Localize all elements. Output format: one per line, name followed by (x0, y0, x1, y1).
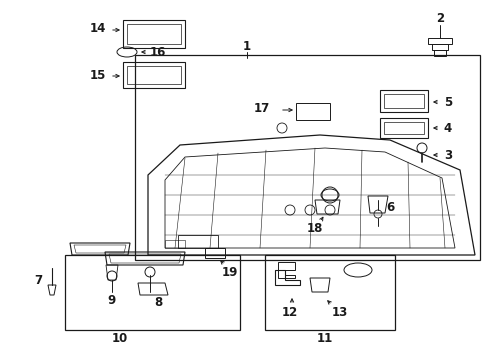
Text: 3: 3 (443, 149, 451, 162)
Text: 17: 17 (253, 102, 269, 114)
Text: 2: 2 (435, 12, 443, 24)
Text: 13: 13 (331, 306, 347, 319)
Text: 12: 12 (281, 306, 298, 319)
Text: 15: 15 (90, 68, 106, 81)
Text: 1: 1 (243, 40, 250, 53)
Text: 6: 6 (385, 201, 393, 213)
Text: 14: 14 (90, 22, 106, 35)
Bar (264, 255, 394, 330)
Text: 8: 8 (154, 297, 162, 310)
Text: 5: 5 (443, 95, 451, 108)
Bar (135, 55, 479, 260)
Text: 10: 10 (112, 332, 128, 345)
Text: 4: 4 (443, 122, 451, 135)
Bar (65, 255, 240, 330)
Text: 9: 9 (108, 293, 116, 306)
Text: 18: 18 (306, 221, 323, 234)
Text: 11: 11 (316, 332, 332, 345)
Text: 19: 19 (222, 266, 238, 279)
Text: 7: 7 (34, 274, 42, 287)
Text: 16: 16 (149, 45, 166, 59)
